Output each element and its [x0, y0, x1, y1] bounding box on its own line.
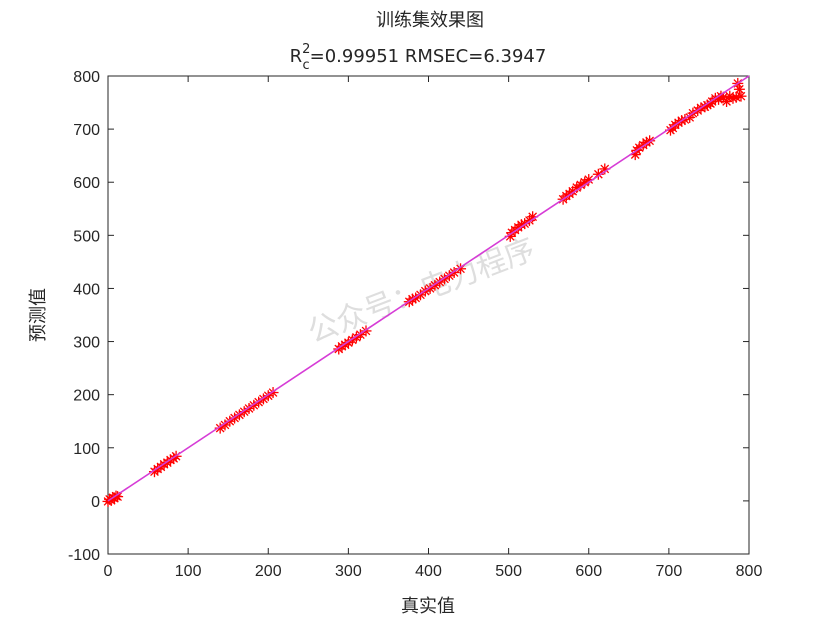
plot-area — [107, 75, 750, 555]
subtitle-r: R — [290, 46, 303, 67]
data-point — [735, 90, 747, 102]
x-tick-label: 400 — [415, 563, 442, 580]
x-tick-label: 0 — [104, 563, 113, 580]
y-axis-label: 预测值 — [28, 288, 49, 342]
data-point — [679, 114, 691, 126]
data-point — [112, 491, 124, 503]
x-axis-label: 真实值 — [401, 596, 455, 617]
chart-title: 训练集效果图 — [376, 10, 484, 31]
y-tick-label: 0 — [91, 494, 100, 511]
subtitle-rest: =0.99951 RMSEC=6.3947 — [310, 46, 547, 67]
y-tick-label: 300 — [73, 335, 100, 352]
y-tick-label: 800 — [73, 69, 100, 86]
y-tick-label: 400 — [73, 281, 100, 298]
y-tick-label: 100 — [73, 441, 100, 458]
y-tick-label: 200 — [73, 388, 100, 405]
x-tick-label: 800 — [736, 563, 763, 580]
x-tick-label: 100 — [175, 563, 202, 580]
x-tick-label: 700 — [656, 563, 683, 580]
fit-line — [107, 75, 750, 502]
data-point — [414, 289, 426, 301]
x-axis: 0 100 200 300 400 500 600 700 800 — [104, 76, 763, 580]
subtitle-r-sup: 2 — [302, 42, 310, 57]
data-point — [354, 329, 366, 341]
y-tick-label: 500 — [73, 228, 100, 245]
y-tick-label: 700 — [73, 122, 100, 139]
y-tick-label: 600 — [73, 175, 100, 192]
y-tick-label: -100 — [68, 547, 100, 564]
x-tick-label: 200 — [255, 563, 282, 580]
x-tick-label: 500 — [495, 563, 522, 580]
y-axis: -100 0 100 200 300 400 500 600 700 800 — [68, 69, 749, 564]
x-tick-label: 600 — [575, 563, 602, 580]
subtitle-r-sub: c — [302, 58, 309, 73]
chart-subtitle: R2 c=0.99951 RMSEC=6.3947 — [290, 42, 547, 73]
x-tick-label: 300 — [335, 563, 362, 580]
